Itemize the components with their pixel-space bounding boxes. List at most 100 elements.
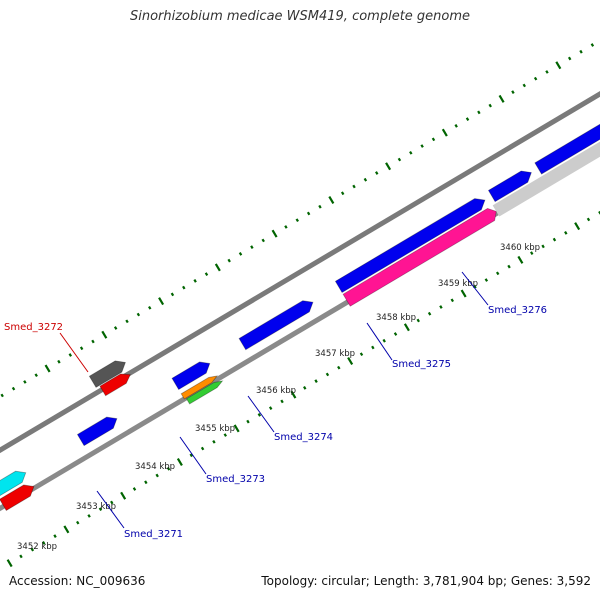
- gene-label-smed-3271[interactable]: Smed_3271: [124, 529, 183, 540]
- rrna-band: [492, 93, 600, 217]
- gene-feature-smed-3276b[interactable]: [534, 107, 600, 175]
- gene-leader-line: [179, 436, 207, 475]
- tick-mark: [385, 162, 392, 171]
- tick-label: 3455 kbp: [195, 424, 235, 434]
- tick-mark: [416, 318, 420, 323]
- tick-mark: [507, 264, 511, 269]
- tick-mark: [522, 83, 526, 88]
- tick-mark: [257, 413, 262, 417]
- tick-mark: [498, 94, 505, 103]
- tick-mark: [0, 393, 4, 398]
- tick-mark: [409, 150, 413, 155]
- tick-mark: [363, 177, 368, 182]
- tick-mark: [212, 439, 216, 444]
- tick-mark: [23, 380, 27, 384]
- tick-mark: [511, 90, 515, 95]
- map-title: Sinorhizobium medicae WSM419, complete g…: [129, 9, 471, 24]
- gene-label-smed-3274[interactable]: Smed_3274: [274, 432, 333, 443]
- gray-feature[interactable]: [88, 357, 128, 388]
- tick-mark: [590, 43, 595, 47]
- tick-mark: [567, 56, 572, 61]
- tick-mark: [176, 458, 183, 467]
- tick-label: 3453 kbp: [76, 502, 116, 512]
- tick-label: 3456 kbp: [256, 386, 296, 396]
- backbone-inner: [0, 13, 600, 580]
- tick-mark: [420, 144, 424, 148]
- gene-leader-line: [96, 490, 125, 529]
- tick-mark: [314, 379, 318, 384]
- tick-label: 3458 kbp: [376, 313, 416, 323]
- tick-mark: [148, 305, 152, 310]
- tick-mark: [110, 500, 114, 505]
- tick-mark: [347, 356, 354, 365]
- tick-mark: [98, 507, 103, 512]
- tick-mark: [268, 406, 273, 410]
- gene-label-smed-3273[interactable]: Smed_3273: [206, 474, 265, 485]
- gene-feature-smed-3275[interactable]: [342, 205, 500, 307]
- tick-mark: [574, 222, 581, 231]
- tick-mark: [53, 534, 57, 539]
- gene-leader-line: [366, 322, 393, 361]
- tick-mark: [375, 171, 379, 175]
- genome-summary-text: Topology: circular; Length: 3,781,904 bp…: [261, 574, 591, 588]
- green-feature[interactable]: [185, 378, 224, 405]
- tick-mark: [517, 255, 524, 264]
- gene-feature-smed-3272[interactable]: [99, 370, 133, 397]
- accession-text: Accession: NC_009636: [9, 574, 146, 588]
- tick-mark: [303, 386, 307, 390]
- tick-mark: [204, 272, 209, 276]
- tick-mark: [30, 547, 35, 552]
- red-feature-left[interactable]: [0, 481, 37, 511]
- tick-mark: [306, 211, 311, 216]
- tick-mark: [545, 70, 549, 74]
- tick-mark: [371, 345, 375, 350]
- cyan-feature[interactable]: [0, 467, 29, 498]
- tick-mark: [44, 364, 51, 373]
- tick-mark: [337, 365, 341, 370]
- tick-mark: [136, 312, 141, 317]
- gene-label-smed-3272[interactable]: Smed_3272: [4, 322, 63, 333]
- tick-mark: [113, 326, 118, 330]
- gene-feature-smed-3273[interactable]: [171, 358, 213, 391]
- features: [0, 93, 600, 511]
- tick-mark: [11, 386, 16, 391]
- tick-mark: [484, 278, 489, 282]
- tick-mark: [120, 491, 127, 500]
- tick-mark: [132, 487, 137, 491]
- tick-mark: [352, 184, 356, 189]
- tick-mark: [465, 117, 470, 121]
- tick-mark: [87, 514, 91, 518]
- tick-mark: [189, 453, 193, 458]
- tick-mark: [41, 541, 46, 545]
- gene-leader-line: [247, 395, 275, 433]
- tick-mark: [91, 339, 95, 344]
- tick-mark: [155, 473, 159, 478]
- orange-feature[interactable]: [180, 373, 219, 400]
- tick-mark: [6, 559, 13, 568]
- gene-label-smed-3276[interactable]: Smed_3276: [488, 305, 547, 316]
- tick-mark: [57, 359, 61, 364]
- tick-label: 3452 kbp: [17, 542, 57, 552]
- tick-mark: [233, 424, 240, 433]
- tick-mark: [555, 61, 562, 70]
- tick-mark: [340, 191, 345, 196]
- gene-feature-smed-3274[interactable]: [238, 297, 316, 351]
- tick-mark: [166, 466, 171, 471]
- tick-mark: [246, 419, 250, 424]
- tick-mark: [328, 195, 335, 204]
- gene-label-smed-3275[interactable]: Smed_3275: [392, 359, 451, 370]
- gene-leader-line: [59, 332, 89, 373]
- tick-label: 3460 kbp: [500, 243, 540, 253]
- tick-mark: [393, 332, 398, 336]
- tick-mark: [200, 446, 205, 451]
- tick-mark: [68, 353, 72, 357]
- tick-mark: [182, 285, 186, 290]
- gene-feature-smed-3271[interactable]: [76, 413, 120, 447]
- tick-mark: [125, 319, 129, 324]
- tick-mark: [533, 76, 538, 81]
- gene-feature-smed-3276a[interactable]: [487, 167, 534, 203]
- tick-mark: [473, 284, 477, 289]
- gene-feature-smed-3275a[interactable]: [334, 195, 488, 294]
